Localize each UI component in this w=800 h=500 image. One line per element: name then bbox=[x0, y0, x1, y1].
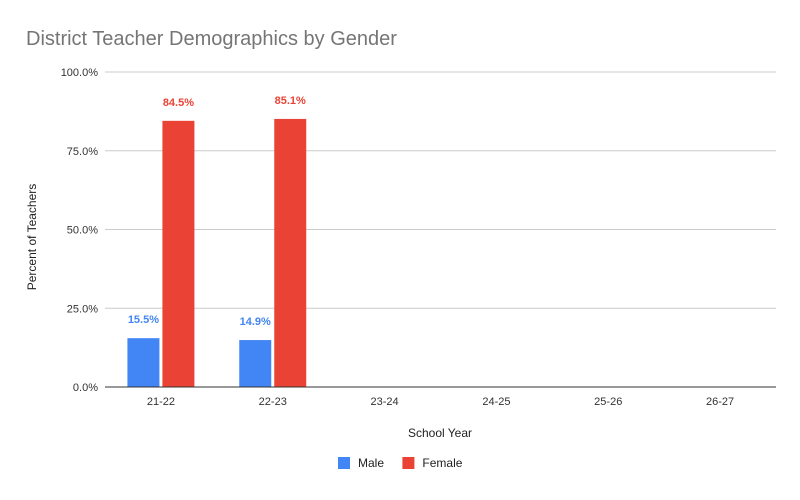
x-tick-label: 22-23 bbox=[259, 396, 287, 408]
legend-label-female: Female bbox=[422, 456, 462, 470]
data-label-male: 14.9% bbox=[240, 316, 271, 328]
data-labels: 15.5% 84.5% 14.9% 85.1% bbox=[128, 95, 306, 328]
y-tick-label: 50.0% bbox=[67, 225, 98, 237]
legend-swatch-male bbox=[338, 457, 350, 469]
x-tick-label: 26-27 bbox=[706, 396, 734, 408]
bar-female-21-22 bbox=[162, 120, 195, 387]
y-tick-label: 75.0% bbox=[67, 146, 98, 158]
x-axis-title: School Year bbox=[408, 426, 472, 440]
y-tick-label: 100.0% bbox=[61, 67, 99, 79]
chart-title: District Teacher Demographics by Gender bbox=[26, 28, 397, 50]
bars bbox=[127, 118, 307, 387]
y-tick-label: 0.0% bbox=[73, 382, 98, 394]
legend-swatch-female bbox=[402, 457, 415, 469]
bar-male-21-22 bbox=[127, 338, 160, 387]
y-axis-ticks: 0.0% 25.0% 50.0% 75.0% 100.0% bbox=[61, 67, 99, 394]
x-tick-label: 21-22 bbox=[147, 396, 175, 408]
x-tick-label: 24-25 bbox=[482, 396, 510, 408]
x-axis-ticks: 21-22 22-23 23-24 24-25 25-26 26-27 bbox=[147, 396, 734, 408]
x-tick-label: 25-26 bbox=[594, 396, 622, 408]
legend-label-male: Male bbox=[358, 456, 384, 470]
gridlines bbox=[105, 71, 776, 309]
bar-male-22-23 bbox=[239, 340, 272, 387]
y-axis-title: Percent of Teachers bbox=[25, 184, 39, 291]
data-label-female: 84.5% bbox=[163, 97, 194, 109]
data-label-female: 85.1% bbox=[275, 95, 306, 107]
x-tick-label: 23-24 bbox=[371, 396, 399, 408]
data-label-male: 15.5% bbox=[128, 314, 159, 326]
legend: Male Female bbox=[338, 456, 463, 470]
bar-female-22-23 bbox=[274, 118, 307, 387]
y-tick-label: 25.0% bbox=[67, 303, 98, 315]
